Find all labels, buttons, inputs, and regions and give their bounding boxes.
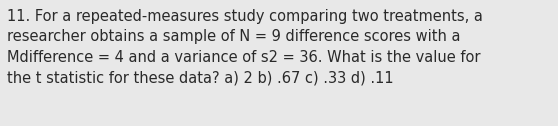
Text: 11. For a repeated-measures study comparing two treatments, a
researcher obtains: 11. For a repeated-measures study compar…: [7, 9, 483, 85]
